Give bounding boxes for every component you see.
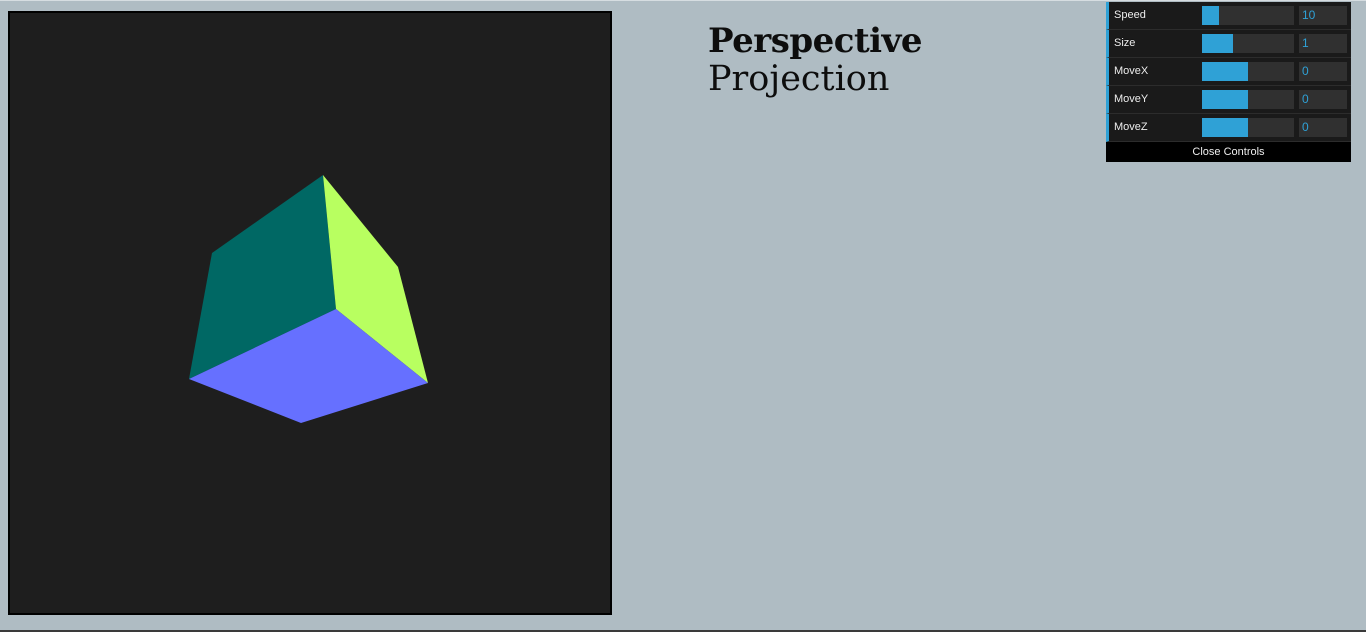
movez-slider[interactable] bbox=[1202, 118, 1294, 137]
control-row-speed: Speed bbox=[1106, 2, 1351, 30]
cube-face-bottom bbox=[189, 309, 428, 423]
control-row-movez: MoveZ bbox=[1106, 114, 1351, 142]
size-input[interactable] bbox=[1299, 34, 1347, 53]
title-line-1: Perspective bbox=[708, 21, 922, 61]
render-canvas[interactable] bbox=[8, 11, 612, 615]
control-row-size: Size bbox=[1106, 30, 1351, 58]
close-controls-button[interactable]: Close Controls bbox=[1106, 142, 1351, 162]
size-slider[interactable] bbox=[1202, 34, 1294, 53]
cube-face-right bbox=[323, 175, 428, 383]
movex-slider[interactable] bbox=[1202, 62, 1294, 81]
size-slider-fill bbox=[1202, 34, 1234, 53]
cube-face-left bbox=[189, 175, 336, 379]
movey-slider[interactable] bbox=[1202, 90, 1294, 109]
page-title: Perspective Projection bbox=[708, 21, 922, 100]
speed-slider[interactable] bbox=[1202, 6, 1294, 25]
control-label-movey: MoveY bbox=[1114, 93, 1149, 105]
control-label-movex: MoveX bbox=[1114, 65, 1149, 77]
cube-scene bbox=[10, 13, 610, 613]
control-label-movez: MoveZ bbox=[1114, 121, 1148, 133]
movey-input[interactable] bbox=[1299, 90, 1347, 109]
movez-slider-fill bbox=[1202, 118, 1248, 137]
control-row-movey: MoveY bbox=[1106, 86, 1351, 114]
speed-input[interactable] bbox=[1299, 6, 1347, 25]
controls-panel: Speed Size MoveX MoveY MoveZ Close Contr… bbox=[1106, 2, 1351, 162]
movey-slider-fill bbox=[1202, 90, 1248, 109]
movex-slider-fill bbox=[1202, 62, 1248, 81]
movez-input[interactable] bbox=[1299, 118, 1347, 137]
control-label-size: Size bbox=[1114, 37, 1136, 49]
control-row-movex: MoveX bbox=[1106, 58, 1351, 86]
movex-input[interactable] bbox=[1299, 62, 1347, 81]
speed-slider-fill bbox=[1202, 6, 1219, 25]
control-label-speed: Speed bbox=[1114, 9, 1146, 21]
title-line-2: Projection bbox=[708, 59, 890, 100]
